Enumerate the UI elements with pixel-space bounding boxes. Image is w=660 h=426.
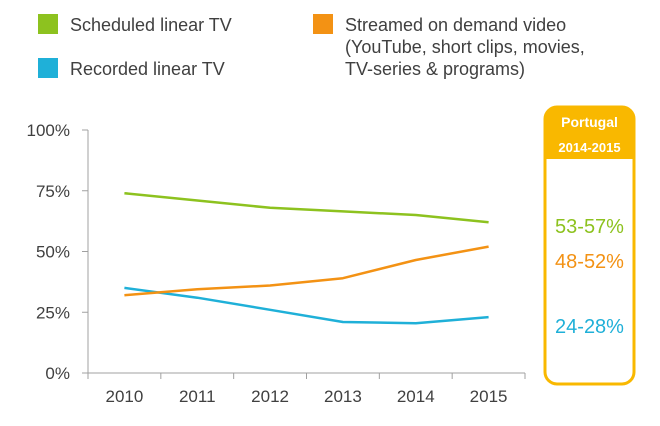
legend-swatch-scheduled xyxy=(38,14,58,34)
y-tick-label: 25% xyxy=(36,303,70,322)
legend-label-scheduled: Scheduled linear TV xyxy=(70,15,232,35)
legend-label-streamed-line-1: Streamed on demand video xyxy=(345,15,566,35)
legend-label-recorded: Recorded linear TV xyxy=(70,59,225,79)
series-line-scheduled xyxy=(124,191,489,224)
legend: Scheduled linear TV Recorded linear TV S… xyxy=(38,14,590,79)
x-tick-label: 2015 xyxy=(470,387,508,406)
x-tick-label: 2010 xyxy=(106,387,144,406)
legend-label-streamed-line-3: TV-series & programs) xyxy=(345,59,525,79)
legend-label-streamed-line-2: (YouTube, short clips, movies, xyxy=(345,37,585,57)
portugal-value-scheduled: 53-57% xyxy=(555,216,624,238)
series-line-recorded xyxy=(124,286,489,325)
series-line-streamed xyxy=(124,245,489,297)
series-layer xyxy=(124,191,489,325)
y-tick-label: 100% xyxy=(27,121,70,140)
portugal-box: Portugal 2014-2015 53-57% 48-52% 24-28% xyxy=(543,105,636,386)
y-tick-label: 50% xyxy=(36,243,70,262)
y-tick-label: 0% xyxy=(45,364,70,383)
x-ticks: 2010 2011 2012 2013 2014 2015 xyxy=(87,373,526,406)
x-tick-label: 2011 xyxy=(179,387,216,406)
y-ticks: 0% 25% 50% 75% 100% xyxy=(27,121,88,383)
portugal-box-subtitle: 2014-2015 xyxy=(558,140,620,155)
y-tick-label: 75% xyxy=(36,182,70,201)
portugal-box-header xyxy=(545,107,634,159)
legend-label-streamed: Streamed on demand video (YouTube, short… xyxy=(345,15,590,79)
legend-swatch-streamed xyxy=(313,14,333,34)
portugal-value-streamed: 48-52% xyxy=(555,251,624,273)
x-tick-label: 2013 xyxy=(324,387,362,406)
portugal-value-recorded: 24-28% xyxy=(555,316,624,338)
x-tick-label: 2012 xyxy=(251,387,289,406)
x-tick-label: 2014 xyxy=(397,387,435,406)
portugal-box-title: Portugal xyxy=(561,114,618,130)
legend-swatch-recorded xyxy=(38,58,58,78)
axes: 0% 25% 50% 75% 100% 2010 2011 2012 2013 2014 2015 xyxy=(27,121,526,406)
